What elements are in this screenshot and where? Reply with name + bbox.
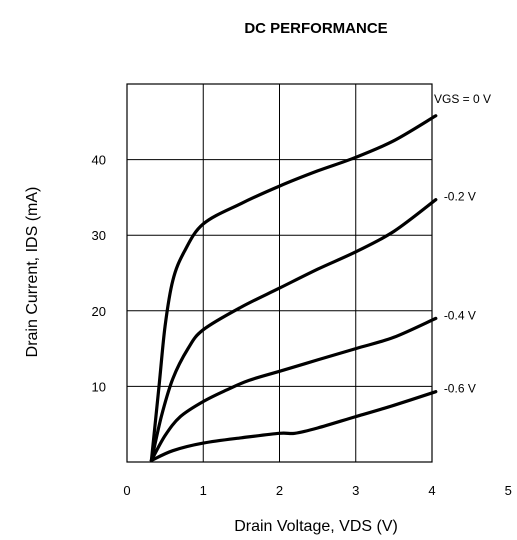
x-tick-labels: 0 1 2 3 4 5 xyxy=(123,483,511,498)
y-tick-label: 30 xyxy=(92,228,106,243)
series-line-1 xyxy=(149,198,438,463)
x-axis-label: Drain Voltage, VDS (V) xyxy=(234,518,398,535)
series-line-3 xyxy=(149,390,438,463)
y-tick-label: 40 xyxy=(92,153,106,168)
series-label-1: -0.2 V xyxy=(444,190,476,204)
series-label-0: VGS = 0 V xyxy=(434,92,491,106)
y-tick-labels: 10 20 30 40 xyxy=(92,153,106,395)
x-tick-label: 3 xyxy=(352,483,359,498)
chart-title: DC PERFORMANCE xyxy=(244,20,387,37)
x-tick-label: 2 xyxy=(276,483,283,498)
series-label-layer: VGS = 0 V -0.2 V -0.4 V -0.6 V xyxy=(434,92,491,396)
series-line-2 xyxy=(149,316,438,463)
curve-layer xyxy=(149,114,438,463)
y-axis-label: Drain Current, IDS (mA) xyxy=(24,187,41,358)
plot-frame xyxy=(126,83,433,463)
y-tick-label: 10 xyxy=(92,379,106,394)
x-tick-label: 1 xyxy=(200,483,207,498)
series-line-0 xyxy=(149,114,438,463)
x-tick-label: 0 xyxy=(123,483,130,498)
series-label-2: -0.4 V xyxy=(444,308,476,322)
series-label-3: -0.6 V xyxy=(444,382,476,396)
x-tick-label: 5 xyxy=(505,483,512,498)
grid-layer xyxy=(127,84,432,462)
x-tick-label: 4 xyxy=(428,483,435,498)
y-tick-label: 20 xyxy=(92,304,106,319)
